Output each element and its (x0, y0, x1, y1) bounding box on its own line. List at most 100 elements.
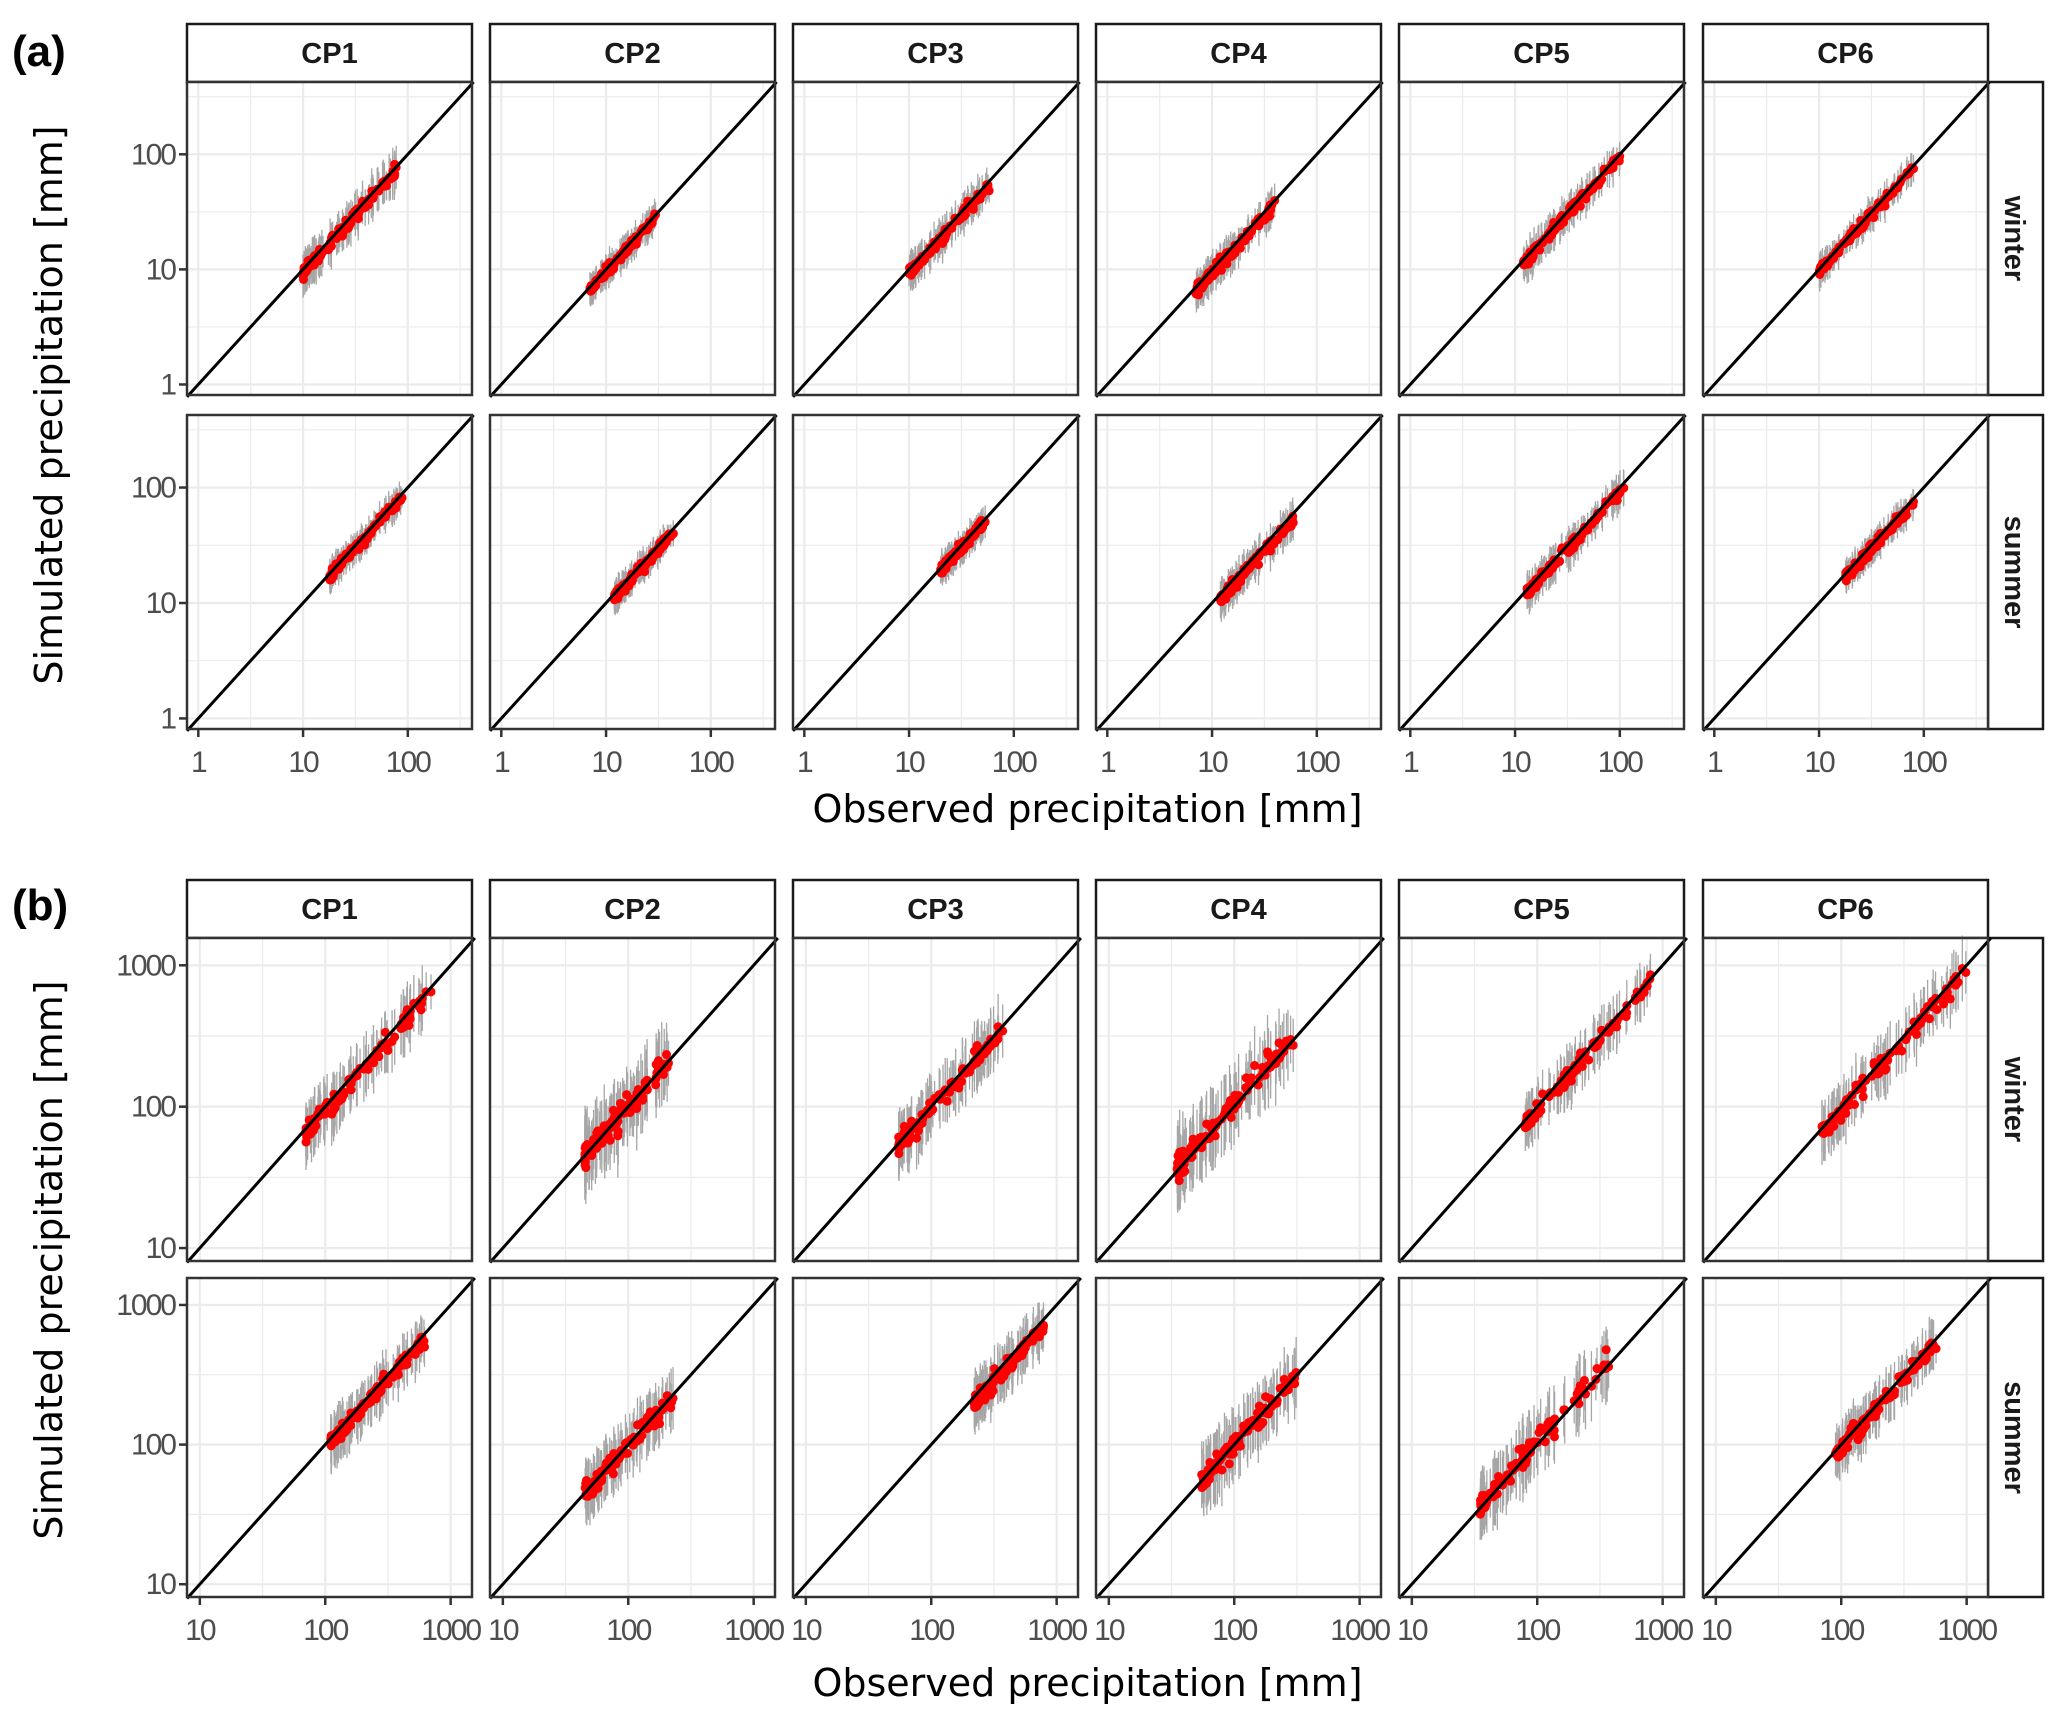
data-point (1226, 1112, 1236, 1122)
panel-winter-CP1: 1 10 100 (131, 80, 475, 401)
one-to-one-line (1701, 80, 1991, 398)
x-tick-label: 1 (1100, 746, 1116, 779)
panel-winter-CP5 (1397, 80, 1687, 398)
one-to-one-line (185, 1276, 476, 1600)
x-tick-label: 10 (185, 1614, 216, 1647)
x-tick-label: 10 (591, 746, 622, 779)
strip-label: winter (1998, 1056, 2030, 1142)
panel-border (791, 936, 1080, 1263)
data-point (1622, 1008, 1632, 1018)
panel-border (488, 80, 777, 397)
y-tick-label: 100 (131, 138, 176, 171)
panel-summer-CP3: 1 10 100 (791, 413, 1081, 779)
data-point (337, 231, 347, 241)
panel-border (488, 413, 777, 731)
panel-winter-CP1: 10 100 1000 (116, 936, 476, 1265)
strip-CP1 (185, 878, 474, 940)
strip-winter (1986, 936, 2045, 1263)
x-tick-label: 100 (1598, 746, 1643, 779)
data-point (1880, 1065, 1890, 1075)
data-point (894, 1149, 904, 1159)
data-point (301, 1137, 311, 1147)
panel-winter-CP4 (1094, 80, 1384, 398)
x-tick-label: 1 (1403, 746, 1419, 779)
panel-border (1397, 936, 1686, 1263)
panel-border (791, 413, 1080, 731)
data-point (1932, 1005, 1942, 1015)
y-axis-title: Simulated precipitation [mm] (27, 125, 71, 684)
data-point (914, 1126, 924, 1136)
strip-CP2 (488, 22, 777, 84)
strip-label: winter (1998, 195, 2030, 281)
data-point (580, 1143, 590, 1153)
panel-summer-CP3: 10 100 1000 (791, 1276, 1089, 1647)
strip-label: CP4 (1210, 38, 1266, 70)
strip-label: summer (1998, 1381, 2030, 1494)
data-point (959, 544, 969, 554)
data-point (1246, 1073, 1256, 1083)
strip-CP6 (1701, 22, 1990, 84)
panel-summer-CP2: 1 10 100 (488, 413, 778, 779)
strip-label: CP1 (301, 894, 357, 926)
panel-border (185, 1276, 474, 1599)
strip-CP2 (488, 878, 777, 940)
one-to-one-line (1094, 413, 1384, 732)
data-point (993, 1034, 1003, 1044)
data-point (1250, 1061, 1260, 1071)
data-point (298, 274, 308, 284)
strip-label: CP2 (604, 894, 660, 926)
data-point (1584, 1055, 1594, 1065)
y-tick-label: 100 (131, 1429, 176, 1462)
one-to-one-line (185, 413, 475, 732)
one-to-one-line (1701, 413, 1991, 732)
y-tick-label: 10 (146, 1232, 177, 1265)
data-point (1880, 201, 1890, 211)
x-tick-label: 10 (1197, 746, 1228, 779)
y-tick-label: 1 (160, 702, 176, 735)
panel-border (488, 936, 777, 1263)
one-to-one-line (1094, 937, 1385, 1264)
strip-label: CP5 (1513, 894, 1569, 926)
data-point (402, 1359, 412, 1369)
strip-label: CP6 (1817, 894, 1873, 926)
one-to-one-line (488, 1276, 779, 1600)
panel-winter-CP6 (1701, 935, 1992, 1264)
data-point (1841, 1108, 1851, 1118)
subfigure-b: (b) CP1 CP2 CP3 CP4 CP5 CP6 winter 10 100 1000 summ… (12, 878, 2045, 1705)
data-point (1612, 1022, 1622, 1032)
y-tick-label: 1000 (116, 949, 176, 982)
data-point (1858, 1092, 1868, 1102)
data-point (1186, 1143, 1196, 1153)
panel-summer-CP5: 1 10 100 (1397, 413, 1687, 779)
x-tick-label: 10 (488, 1614, 519, 1647)
panel-border (185, 80, 474, 397)
x-tick-label: 100 (303, 1614, 348, 1647)
panel-border (1701, 413, 1990, 731)
strip-CP6 (1701, 878, 1990, 940)
one-to-one-line (1701, 937, 1992, 1264)
one-to-one-line (1094, 80, 1384, 398)
strip-CP4 (1094, 878, 1383, 940)
data-point (912, 1133, 922, 1143)
x-tick-label: 100 (689, 746, 734, 779)
x-tick-label: 10 (288, 746, 319, 779)
data-point (651, 1080, 661, 1090)
y-tick-label: 10 (146, 253, 177, 286)
strip-CP5 (1397, 878, 1686, 940)
panel-summer-CP6: 1 10 100 (1701, 413, 1991, 779)
panel-label: (a) (12, 27, 66, 76)
x-tick-label: 10 (894, 746, 925, 779)
x-tick-label: 100 (386, 746, 431, 779)
one-to-one-line (185, 80, 475, 398)
panel-label: (b) (12, 881, 68, 930)
one-to-one-line (185, 937, 476, 1264)
strip-label: CP1 (301, 38, 357, 70)
one-to-one-line (1397, 80, 1687, 398)
data-point (1254, 221, 1264, 231)
one-to-one-line (791, 80, 1081, 398)
data-point (1225, 1095, 1235, 1105)
panel-border (1094, 80, 1383, 397)
data-point (909, 267, 919, 277)
y-tick-label: 10 (146, 587, 177, 620)
